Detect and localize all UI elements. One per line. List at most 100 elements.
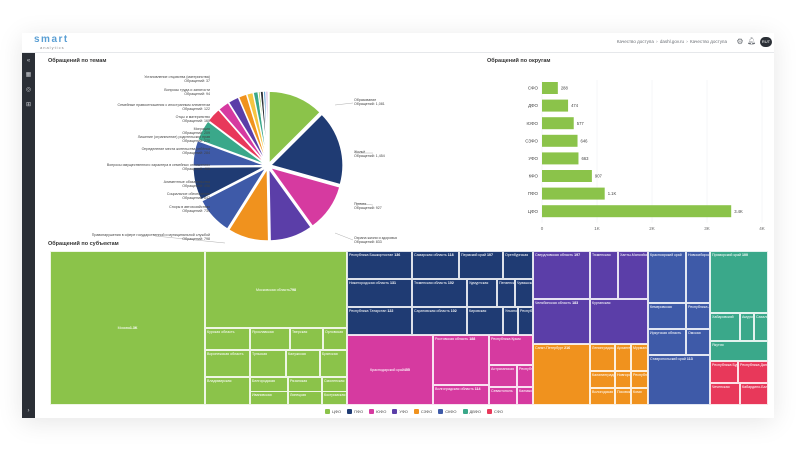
pie-slice[interactable] — [200, 166, 268, 230]
pie-slice[interactable] — [192, 139, 266, 167]
treemap-cell[interactable]: Мурманская — [631, 344, 648, 371]
treemap-cell[interactable]: Архангельская — [615, 344, 631, 371]
treemap-cell[interactable]: Тюменская — [590, 251, 618, 299]
treemap-cell[interactable]: Севастополь — [489, 387, 517, 405]
user-avatar[interactable]: RUT — [760, 37, 772, 47]
bar[interactable] — [542, 187, 605, 200]
treemap-cell[interactable]: Чувашская — [515, 279, 533, 307]
pie-slice[interactable] — [268, 166, 312, 242]
breadcrumb-item[interactable]: Качество доступа — [616, 39, 654, 44]
treemap-cell[interactable]: Кемеровская — [648, 303, 686, 329]
treemap-cell[interactable]: Вологодская — [590, 388, 615, 405]
treemap-cell[interactable]: Калмыкия — [517, 387, 533, 405]
treemap-cell[interactable]: Калининградская — [590, 371, 615, 388]
treemap-cell[interactable]: Сахалинская — [754, 313, 768, 341]
treemap-cell[interactable]: Приморский край 100 — [710, 251, 768, 313]
treemap-cell[interactable]: Тульская — [250, 350, 286, 377]
treemap-cell[interactable]: Астраханская — [489, 365, 517, 387]
treemap-cell[interactable]: Ростовская область 188 — [433, 335, 489, 385]
treemap-cell[interactable]: Амурская — [740, 313, 754, 341]
dashboard-icon[interactable]: ▦ — [25, 72, 32, 78]
bar[interactable] — [542, 82, 558, 94]
legend-item[interactable]: ПФО — [347, 407, 363, 415]
breadcrumb-item[interactable]: dashl.gov.ru — [659, 39, 685, 44]
treemap-cell[interactable]: Владимирская — [205, 377, 250, 405]
treemap-cell[interactable]: Республика Карелия — [631, 371, 648, 388]
treemap-cell[interactable]: Новосибирская — [686, 251, 710, 303]
filter-icon[interactable]: ◎ — [25, 87, 32, 93]
pie-slice[interactable] — [268, 90, 321, 165]
legend-item[interactable]: СКФО — [438, 407, 457, 415]
treemap-cell[interactable]: Ленинградская — [590, 344, 615, 371]
bar[interactable] — [542, 117, 574, 130]
treemap-cell[interactable]: Иркутская область — [648, 329, 686, 355]
gear-icon[interactable]: ⚙ — [736, 37, 744, 46]
pie-slice[interactable] — [265, 90, 269, 164]
pie-slice[interactable] — [269, 113, 344, 186]
legend-item[interactable]: ЮФО — [369, 407, 386, 415]
treemap-cell[interactable]: Красноярский край — [648, 251, 686, 303]
treemap-cell[interactable]: Челябинская область 183 — [533, 299, 590, 344]
pie-slice[interactable] — [228, 166, 270, 242]
treemap-cell[interactable]: Волгоградская область 114 — [433, 385, 489, 405]
treemap-cell[interactable]: Республика Дагестан — [738, 361, 768, 383]
legend-item[interactable]: ДВФО — [462, 407, 481, 415]
treemap-cell[interactable]: Псковская — [615, 388, 631, 405]
treemap-cell[interactable]: Республика Алтай — [686, 303, 710, 329]
legend-item[interactable]: ЦФО — [325, 407, 341, 415]
treemap-cell[interactable]: Самарская область 118 — [412, 251, 459, 279]
expand-icon[interactable]: › — [27, 408, 30, 414]
treemap-cell[interactable]: Нижегородская область 131 — [347, 279, 412, 307]
bell-icon[interactable]: 🔔︎ — [747, 38, 756, 45]
treemap-cell[interactable]: Ханты-Мансийский — [618, 251, 648, 299]
treemap-cell[interactable]: Ивановская — [250, 391, 288, 405]
treemap-cell[interactable]: Курганская — [590, 299, 648, 344]
treemap-cell[interactable]: Оренбургская — [503, 251, 533, 279]
bar[interactable] — [542, 134, 578, 147]
treemap-cell[interactable]: Московская область 798 — [205, 251, 347, 328]
treemap-cell[interactable]: Орловская — [323, 328, 347, 350]
treemap-cell[interactable]: Москва 1.3K — [50, 251, 205, 405]
treemap-cell[interactable]: Республика Адыгея — [517, 365, 533, 387]
legend-item[interactable]: СФО — [486, 407, 503, 415]
pie-slice[interactable] — [268, 166, 341, 227]
treemap-cell[interactable]: Чеченская — [710, 383, 740, 405]
treemap-cell[interactable]: Липецкая — [288, 391, 322, 405]
logo[interactable]: smart analytics — [34, 35, 94, 53]
treemap-cell[interactable]: Тверская — [290, 328, 323, 350]
treemap-cell[interactable]: Брянская — [320, 350, 347, 377]
pie-slice[interactable] — [192, 166, 266, 201]
grid-icon[interactable]: ⊞ — [25, 102, 32, 108]
treemap-cell[interactable]: Республика Башкортостан 136 — [347, 251, 412, 279]
treemap-cell[interactable]: Коми — [631, 388, 648, 405]
treemap-cell[interactable]: Якутия — [710, 341, 768, 361]
bar[interactable] — [542, 205, 732, 218]
treemap-cell[interactable]: Пермский край 107 — [459, 251, 503, 279]
bar[interactable] — [542, 170, 592, 182]
bar[interactable] — [542, 99, 569, 112]
treemap-cell[interactable]: Новгородская — [615, 371, 631, 388]
treemap-cell[interactable]: Республика Мордовия — [518, 307, 533, 335]
treemap-cell[interactable]: Курская область — [205, 328, 250, 350]
legend-item[interactable]: УФО — [392, 407, 408, 415]
treemap-cell[interactable]: Санкт-Петербург 216 — [533, 344, 590, 405]
treemap-cell[interactable]: Ульяновская — [503, 307, 518, 335]
treemap-cell[interactable]: Республика Татарстан 122 — [347, 307, 412, 335]
treemap-cell[interactable]: Краснодарский край 455 — [347, 335, 433, 405]
treemap-cell[interactable]: Республика Крым — [489, 335, 533, 365]
treemap-cell[interactable]: Тюменская область 102 — [412, 279, 467, 307]
treemap-cell[interactable]: Свердловская область 197 — [533, 251, 590, 299]
breadcrumb-item[interactable]: Качество доступа — [690, 39, 727, 44]
treemap-cell[interactable]: Омская — [686, 329, 710, 355]
treemap-cell[interactable]: Кировская — [467, 307, 503, 335]
collapse-icon[interactable]: « — [26, 58, 31, 64]
bar[interactable] — [542, 152, 579, 165]
treemap-cell[interactable]: Костромская — [322, 391, 347, 405]
treemap-cell[interactable]: Хабаровский — [710, 313, 740, 341]
treemap-cell[interactable]: Воронежская область — [205, 350, 250, 377]
treemap-cell[interactable]: Калужская — [286, 350, 320, 377]
treemap-cell[interactable]: Саратовская область 102 — [412, 307, 467, 335]
treemap-cell[interactable]: Пензенская — [497, 279, 515, 307]
pie-slice[interactable] — [197, 120, 266, 166]
legend-item[interactable]: СЗФО — [413, 407, 432, 415]
